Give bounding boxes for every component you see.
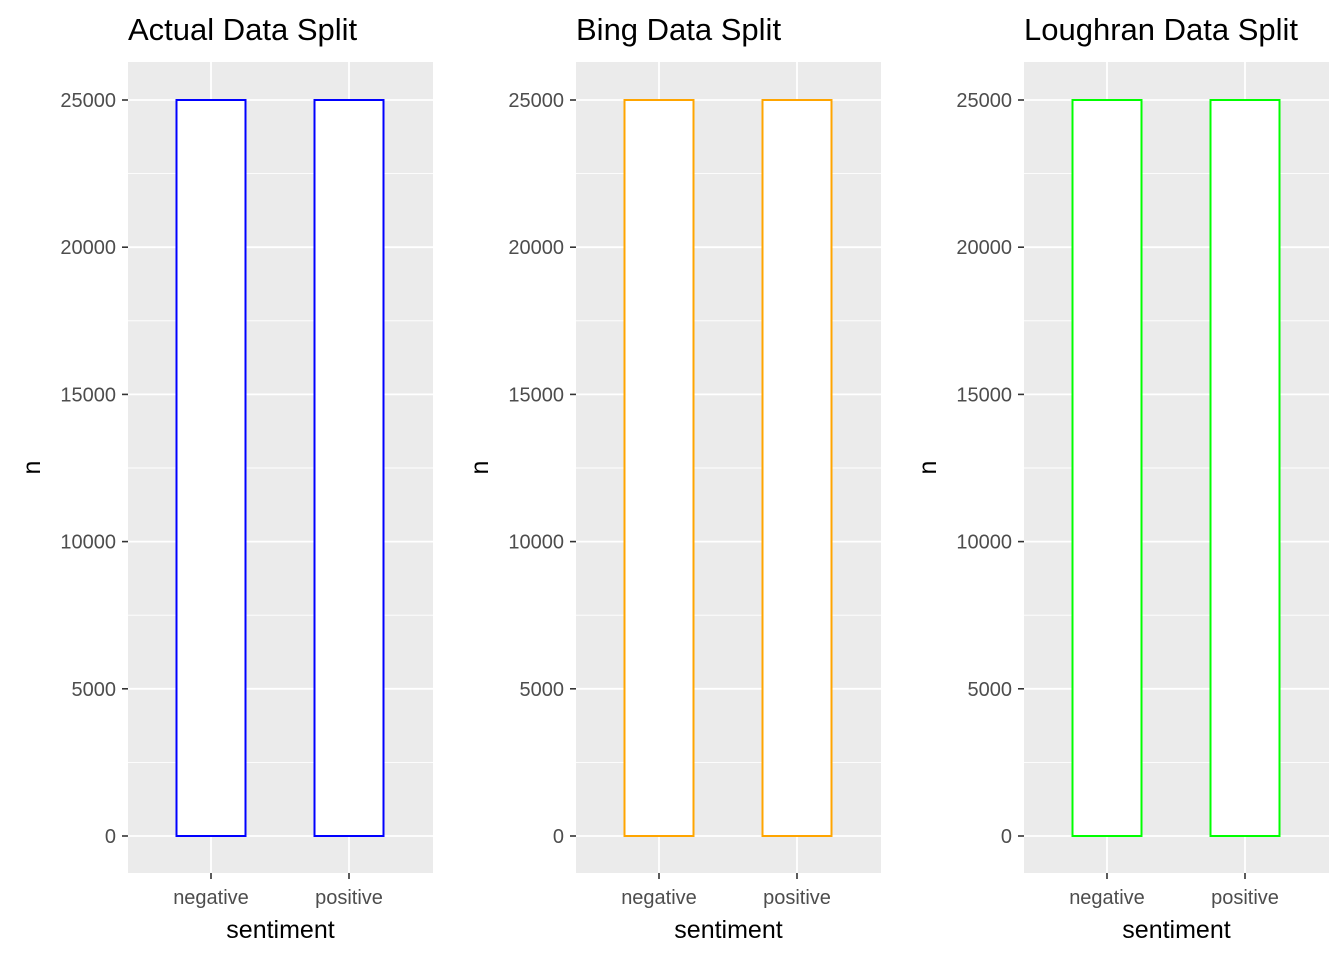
bar-positive: [313, 99, 385, 837]
x-tick-label: negative: [173, 887, 249, 909]
y-tick-label: 15000: [60, 384, 116, 406]
y-tick-label: 20000: [60, 237, 116, 259]
x-tick-label: positive: [1211, 887, 1279, 909]
y-tick-label: 0: [105, 826, 116, 848]
bar-negative: [1071, 99, 1143, 837]
x-tick-label: positive: [315, 887, 383, 909]
chart-title: Actual Data Split: [128, 12, 358, 47]
x-axis-title: sentiment: [226, 916, 334, 944]
y-tick-label: 0: [553, 826, 564, 848]
chart-title: Bing Data Split: [576, 12, 781, 47]
y-tick-label: 5000: [520, 679, 565, 701]
y-tick-label: 15000: [956, 384, 1012, 406]
x-axis-title: sentiment: [674, 916, 782, 944]
y-tick-label: 5000: [72, 679, 117, 701]
chart-panel-2: 0 5000 10000 15000 20000 25000 negative positiv…: [466, 12, 881, 944]
y-tick-label: 10000: [508, 532, 564, 554]
chart-panel-3: 0 5000 10000 15000 20000 25000 negative positiv…: [914, 12, 1329, 944]
bar-positive: [761, 99, 833, 837]
y-axis-title: n: [914, 461, 942, 475]
y-axis-title: n: [18, 461, 46, 475]
x-tick-label: negative: [621, 887, 697, 909]
y-tick-label: 0: [1001, 826, 1012, 848]
bar-negative: [175, 99, 247, 837]
bar-negative: [623, 99, 695, 837]
y-tick-label: 25000: [60, 90, 116, 112]
y-tick-label: 5000: [968, 679, 1013, 701]
chart-title: Loughran Data Split: [1024, 12, 1298, 47]
panel-background: [1024, 62, 1329, 873]
panel-background: [128, 62, 433, 873]
y-tick-label: 15000: [508, 384, 564, 406]
y-axis-title: n: [466, 461, 494, 475]
x-tick-label: positive: [763, 887, 831, 909]
y-tick-label: 25000: [508, 90, 564, 112]
x-axis-title: sentiment: [1122, 916, 1230, 944]
y-tick-label: 20000: [508, 237, 564, 259]
y-tick-label: 10000: [956, 532, 1012, 554]
panel-background: [576, 62, 881, 873]
y-tick-label: 10000: [60, 532, 116, 554]
x-tick-label: negative: [1069, 887, 1145, 909]
chart-panel-1: 0 5000 10000 15000 20000 25000 negative positiv…: [18, 12, 433, 944]
y-tick-label: 20000: [956, 237, 1012, 259]
y-tick-label: 25000: [956, 90, 1012, 112]
bar-positive: [1209, 99, 1281, 837]
